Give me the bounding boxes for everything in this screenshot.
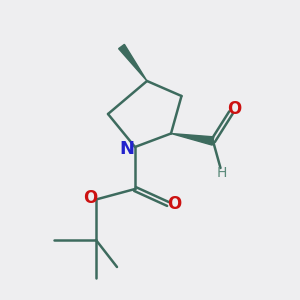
- Text: H: H: [217, 167, 227, 180]
- Text: O: O: [227, 100, 241, 118]
- Polygon shape: [171, 134, 214, 145]
- Text: O: O: [83, 189, 97, 207]
- Polygon shape: [118, 44, 147, 81]
- Text: O: O: [167, 195, 181, 213]
- Text: N: N: [119, 140, 134, 158]
